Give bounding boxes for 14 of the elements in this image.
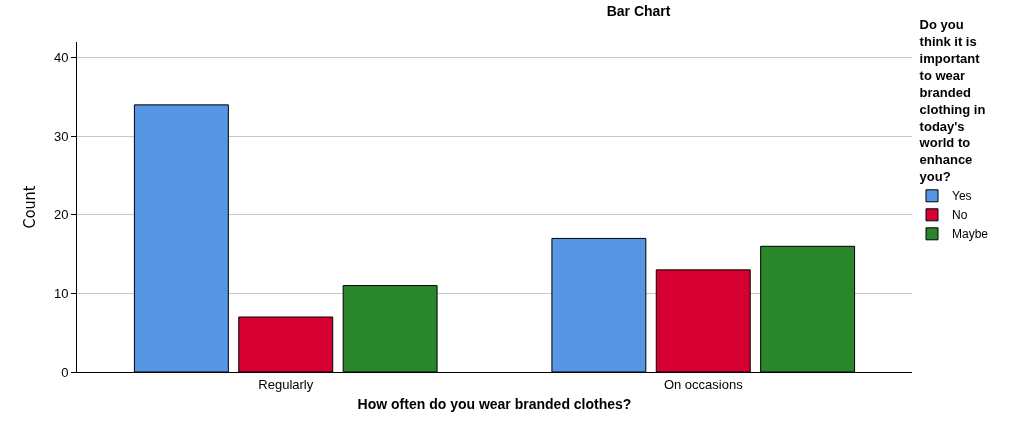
y-axis-title: Count	[19, 185, 39, 229]
y-tick-label: 10	[53, 285, 69, 301]
y-tick-label: 40	[53, 50, 69, 66]
y-tick-label: 0	[61, 364, 69, 380]
y-tick-label: 20	[53, 207, 69, 223]
x-axis-title: How often do you wear branded clothes?	[357, 395, 632, 412]
text: Do you think it is important to wear branded clothing in today's world to enhance you?	[919, 17, 986, 185]
x-tick-label: Regularly	[258, 376, 314, 392]
x-tick-label: On occasions	[663, 376, 744, 392]
legend-label: Maybe	[952, 227, 989, 242]
chart-title: Bar Chart	[606, 3, 671, 20]
legend-label: No	[952, 208, 968, 223]
legend-label: Yes	[952, 189, 972, 204]
y-tick-label: 30	[53, 128, 69, 144]
